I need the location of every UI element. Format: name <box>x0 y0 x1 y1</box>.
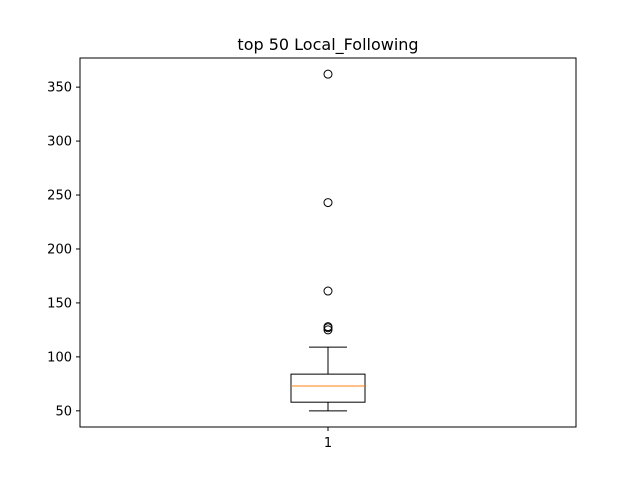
y-tick-label: 250 <box>47 189 72 204</box>
axes-frame <box>79 57 577 428</box>
flier-point <box>323 69 333 79</box>
x-tick-label: 1 <box>324 436 332 451</box>
y-tick-label: 150 <box>47 296 72 311</box>
plot-area: 50 100 150 200 250 300 350 1 <box>47 69 366 451</box>
flier-point <box>323 325 333 335</box>
flier-point <box>323 198 333 208</box>
chart-title: top 50 Local_Following <box>237 35 418 55</box>
flier-point <box>323 322 333 332</box>
box <box>290 373 366 403</box>
y-tick-label: 350 <box>47 81 72 96</box>
y-tick-label: 200 <box>47 242 72 257</box>
y-tick-label: 50 <box>55 404 72 419</box>
y-tick-label: 100 <box>47 350 72 365</box>
y-tick-label: 300 <box>47 135 72 150</box>
flier-point <box>323 286 333 296</box>
